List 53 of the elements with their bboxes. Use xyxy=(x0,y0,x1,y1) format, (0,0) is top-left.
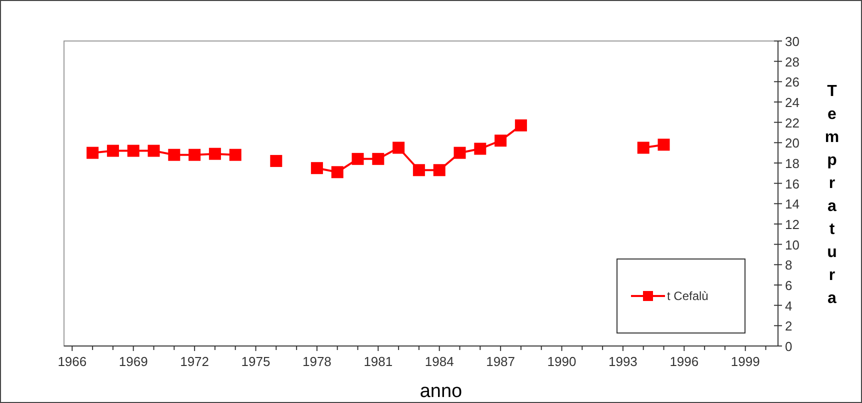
x-tick-label: 1978 xyxy=(302,354,332,369)
y-tick-label: 22 xyxy=(785,115,800,130)
point xyxy=(106,144,119,157)
point xyxy=(372,152,384,165)
point xyxy=(658,138,670,151)
point xyxy=(168,148,180,161)
y-tick-label: 14 xyxy=(785,196,800,212)
y-tick-label: 4 xyxy=(785,298,792,314)
x-tick-label: 1969 xyxy=(118,354,148,369)
x-tick-label: 1996 xyxy=(670,354,699,369)
y-tick-label: 12 xyxy=(785,217,800,232)
x-tick-label: 1993 xyxy=(608,354,638,369)
x-tick-label: 1972 xyxy=(180,354,210,369)
x-tick-label: 1984 xyxy=(424,354,454,369)
y-tick-label: 8 xyxy=(785,258,792,273)
y-tick-label: 30 xyxy=(785,34,800,49)
x-tick-label: 1987 xyxy=(486,354,516,369)
y-tick-label: 6 xyxy=(785,278,792,293)
point xyxy=(331,166,344,178)
point xyxy=(474,142,486,155)
point xyxy=(86,146,99,159)
x-axis-title: anno xyxy=(420,381,462,402)
point xyxy=(433,164,446,176)
x-tick-label: 1981 xyxy=(364,354,393,369)
point xyxy=(637,142,650,154)
y-tick-label: 16 xyxy=(785,176,800,192)
point xyxy=(148,144,160,157)
x-tick-label: 1966 xyxy=(58,354,87,369)
point xyxy=(514,119,527,132)
point xyxy=(208,148,221,160)
y-tick-label: 2 xyxy=(785,318,792,334)
point xyxy=(392,142,405,154)
point xyxy=(229,148,242,161)
legend-label: t Cefalù xyxy=(667,289,708,303)
y-tick-label: 10 xyxy=(785,237,800,252)
y-tick-label: 20 xyxy=(785,136,800,151)
y-tick-label: 24 xyxy=(785,95,800,110)
x-tick-label: 1975 xyxy=(241,354,270,369)
text: Tempratura xyxy=(824,83,840,307)
point xyxy=(454,146,466,159)
y-tick-label: 28 xyxy=(785,54,800,70)
y-tick-label: 26 xyxy=(785,74,800,90)
point xyxy=(127,144,140,157)
point xyxy=(494,134,507,147)
point xyxy=(412,164,425,176)
y-tick-label: 0 xyxy=(785,339,792,354)
point xyxy=(188,148,201,161)
point xyxy=(310,162,323,174)
x-tick-label: 1999 xyxy=(730,354,760,369)
point xyxy=(352,152,364,165)
point xyxy=(270,154,282,167)
y-tick-label: 18 xyxy=(785,156,800,171)
x-tick-label: 1990 xyxy=(547,354,576,369)
